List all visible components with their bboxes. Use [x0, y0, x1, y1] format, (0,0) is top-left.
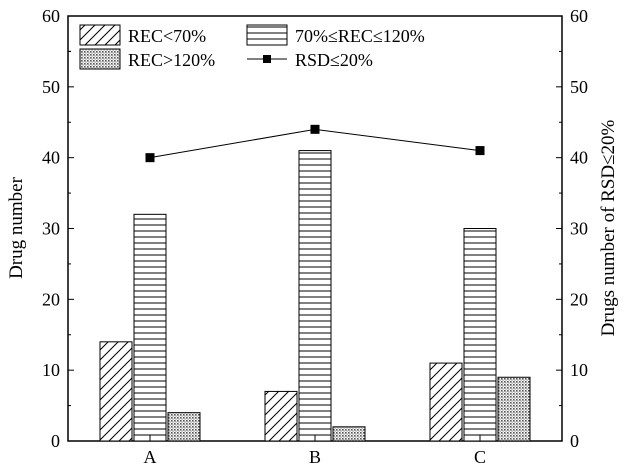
y2-tick-label: 20 [570, 289, 588, 309]
bar-horizontal-b [298, 150, 332, 442]
bar-dots-b [332, 426, 366, 442]
legend: REC<70% 70%≤REC≤120% REC>120% RSD≤20% [79, 24, 425, 70]
y2-tick-label: 10 [570, 360, 588, 380]
rsd-point-a [145, 153, 155, 163]
y-tick-label: 20 [42, 289, 60, 309]
bar-diagonal-c [429, 362, 463, 442]
x-tick-label: B [309, 447, 321, 467]
legend-item-rsd: RSD≤20% [247, 50, 373, 70]
bars-group [99, 150, 531, 442]
rsd-line-group [145, 124, 485, 163]
y2-tick-label: 30 [570, 219, 588, 239]
bar-dots-c [497, 376, 531, 442]
bar-horizontal-a [133, 213, 167, 442]
y2-axis-title: Drugs number of RSD≤20% [598, 119, 619, 336]
x-axis: A B C [144, 435, 486, 467]
y-tick-label: 10 [42, 360, 60, 380]
x-tick-label: C [474, 447, 486, 467]
y2-tick-label: 40 [570, 148, 588, 168]
y-tick-label: 0 [51, 431, 60, 451]
legend-item-rec-high: REC>120% [79, 48, 215, 70]
right-axis: 0 10 20 30 40 50 60 [556, 6, 588, 451]
bar-diagonal-b [264, 390, 298, 442]
plot-area [67, 15, 563, 442]
legend-swatch-rec-low [79, 24, 121, 46]
y-tick-label: 60 [42, 6, 60, 26]
legend-swatch-rec-high [79, 48, 121, 70]
y-tick-label: 50 [42, 77, 60, 97]
legend-label-rec-mid: 70%≤REC≤120% [295, 26, 425, 46]
y-tick-label: 30 [42, 219, 60, 239]
bar-dots-a [167, 412, 201, 442]
legend-label-rec-low: REC<70% [128, 26, 206, 46]
y2-tick-label: 0 [570, 431, 579, 451]
legend-label-rec-high: REC>120% [128, 50, 215, 70]
x-tick-label: A [144, 447, 157, 467]
y2-tick-label: 60 [570, 6, 588, 26]
rsd-point-b [310, 124, 320, 134]
legend-item-rec-mid: 70%≤REC≤120% [246, 24, 425, 46]
bar-horizontal-c [463, 228, 497, 442]
y-tick-label: 40 [42, 148, 60, 168]
y-axis-title: Drug number [6, 176, 27, 279]
bar-diagonal-a [99, 341, 133, 442]
left-axis: 0 10 20 30 40 50 60 [42, 6, 74, 451]
legend-item-rec-low: REC<70% [79, 24, 206, 46]
rsd-point-c [475, 146, 485, 156]
y2-tick-label: 50 [570, 77, 588, 97]
legend-swatch-rec-mid [246, 24, 288, 46]
legend-marker-rsd [263, 55, 271, 63]
legend-label-rsd: RSD≤20% [295, 50, 373, 70]
